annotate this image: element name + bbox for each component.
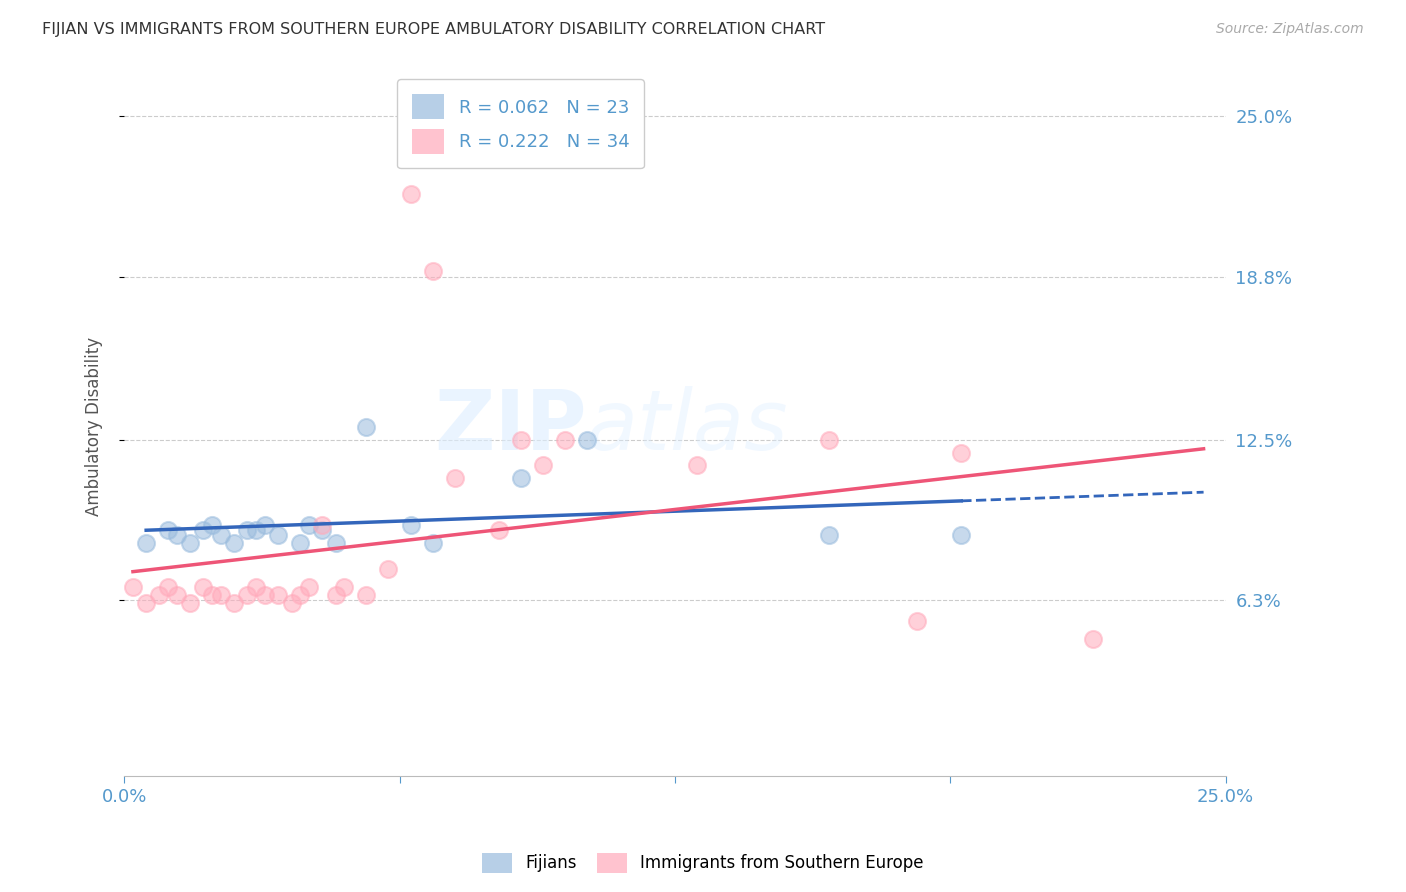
Point	[135, 536, 157, 550]
Point	[209, 588, 232, 602]
Point	[950, 528, 973, 542]
Point	[950, 445, 973, 459]
Point	[818, 528, 841, 542]
Point	[290, 536, 312, 550]
Point	[298, 517, 321, 532]
Point	[325, 536, 347, 550]
Point	[686, 458, 709, 473]
Point	[148, 588, 170, 602]
Point	[166, 588, 188, 602]
Point	[1083, 632, 1105, 646]
Point	[179, 536, 201, 550]
Point	[201, 517, 224, 532]
Point	[193, 580, 215, 594]
Point	[399, 517, 422, 532]
Point	[245, 523, 267, 537]
Point	[905, 614, 928, 628]
Point	[157, 580, 180, 594]
Text: FIJIAN VS IMMIGRANTS FROM SOUTHERN EUROPE AMBULATORY DISABILITY CORRELATION CHAR: FIJIAN VS IMMIGRANTS FROM SOUTHERN EUROP…	[42, 22, 825, 37]
Point	[509, 471, 531, 485]
Point	[377, 562, 399, 576]
Point	[488, 523, 510, 537]
Point	[422, 264, 444, 278]
Point	[267, 528, 290, 542]
Point	[509, 433, 531, 447]
Text: Source: ZipAtlas.com: Source: ZipAtlas.com	[1216, 22, 1364, 37]
Point	[209, 528, 232, 542]
Point	[311, 523, 333, 537]
Point	[298, 580, 321, 594]
Point	[280, 595, 302, 609]
Point	[135, 595, 157, 609]
Point	[325, 588, 347, 602]
Y-axis label: Ambulatory Disability: Ambulatory Disability	[86, 337, 103, 516]
Point	[224, 536, 246, 550]
Point	[554, 433, 576, 447]
Point	[254, 517, 277, 532]
Point	[399, 186, 422, 201]
Point	[290, 588, 312, 602]
Point	[818, 433, 841, 447]
Point	[193, 523, 215, 537]
Point	[356, 588, 378, 602]
Point	[531, 458, 554, 473]
Point	[224, 595, 246, 609]
Legend: Fijians, Immigrants from Southern Europe: Fijians, Immigrants from Southern Europe	[475, 847, 931, 880]
Point	[333, 580, 356, 594]
Point	[179, 595, 201, 609]
Point	[245, 580, 267, 594]
Point	[157, 523, 180, 537]
Point	[122, 580, 145, 594]
Text: atlas: atlas	[586, 386, 789, 467]
Point	[422, 536, 444, 550]
Point	[267, 588, 290, 602]
Point	[166, 528, 188, 542]
Point	[201, 588, 224, 602]
Point	[254, 588, 277, 602]
Point	[356, 419, 378, 434]
Point	[311, 517, 333, 532]
Text: ZIP: ZIP	[434, 386, 586, 467]
Point	[575, 433, 598, 447]
Legend: R = 0.062   N = 23, R = 0.222   N = 34: R = 0.062 N = 23, R = 0.222 N = 34	[398, 79, 644, 169]
Point	[236, 523, 259, 537]
Point	[443, 471, 465, 485]
Point	[236, 588, 259, 602]
